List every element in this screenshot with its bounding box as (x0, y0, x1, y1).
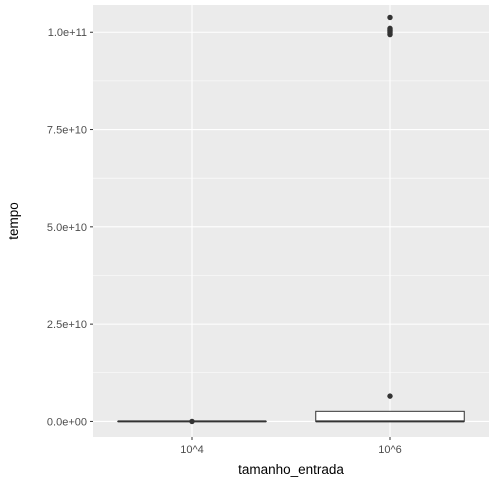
outlier-point (189, 418, 195, 425)
outlier-point (387, 14, 393, 21)
x-tick-label: 10^6 (378, 444, 402, 456)
box-104 (117, 418, 267, 425)
box-body (315, 410, 465, 422)
x-axis-title: tamanho_entrada (238, 462, 344, 477)
outlier-point (387, 25, 393, 32)
minor-grid (93, 80, 489, 374)
y-tick-label: 2.5e+10 (47, 319, 87, 331)
box-marks (117, 14, 465, 425)
y-tick-label: 1.0e+11 (48, 27, 87, 39)
y-tick-label: 5.0e+10 (47, 222, 87, 234)
x-tick-label: 10^4 (180, 444, 204, 456)
plot-panel (93, 5, 489, 437)
y-tick-label: 0.0e+00 (47, 416, 87, 428)
outlier-point (387, 393, 393, 399)
box-106 (315, 14, 465, 423)
x-axis-ticks: 10^4 10^6 (180, 437, 402, 456)
y-tick-label: 7.5e+10 (47, 125, 87, 137)
y-axis-title: tempo (6, 202, 21, 240)
y-axis-ticks: 0.0e+00 2.5e+10 5.0e+10 7.5e+10 1.0e+11 (47, 27, 93, 428)
